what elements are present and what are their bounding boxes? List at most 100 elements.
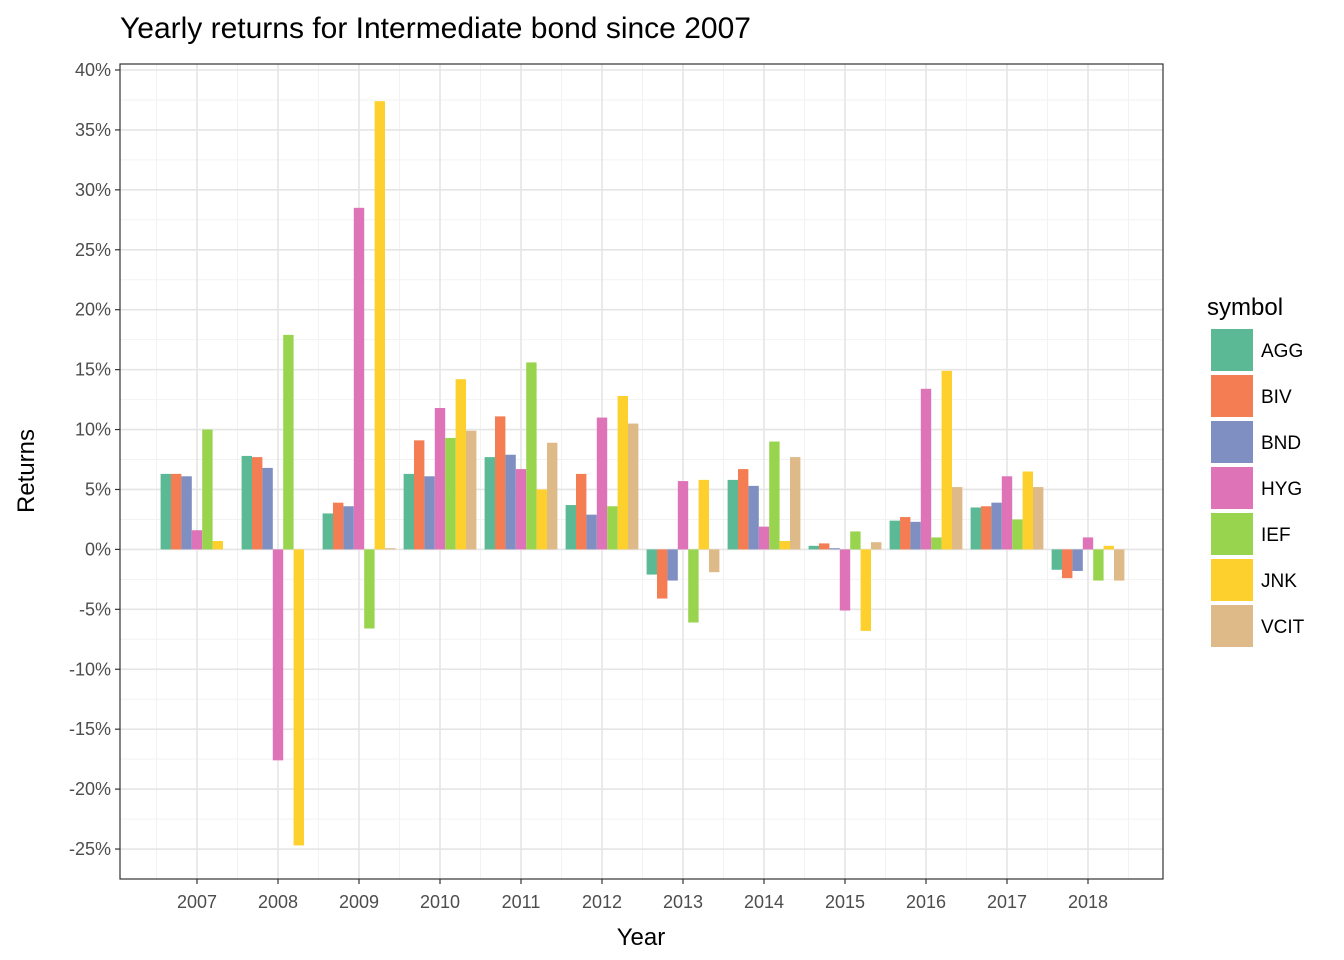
bar-bnd-2018 <box>1072 549 1083 571</box>
bar-agg-2015 <box>808 545 819 550</box>
legend-label-biv: BIV <box>1261 387 1292 408</box>
legend-swatch-vcit <box>1211 605 1253 647</box>
bars <box>160 101 1125 846</box>
legend-swatch-jnk <box>1211 559 1253 601</box>
bar-agg-2007 <box>160 473 171 550</box>
x-tick-label: 2009 <box>339 892 379 912</box>
bar-vcit-2015 <box>871 542 882 550</box>
bar-vcit-2013 <box>709 549 720 573</box>
bar-jnk-2010 <box>455 379 466 550</box>
bar-ief-2014 <box>769 441 780 550</box>
y-tick-label: -10% <box>69 659 111 679</box>
bar-biv-2015 <box>819 543 830 550</box>
x-tick-label: 2015 <box>825 892 865 912</box>
bar-hyg-2010 <box>434 407 446 550</box>
bar-biv-2007 <box>171 473 182 550</box>
legend-swatch-agg <box>1211 329 1253 371</box>
bar-ief-2017 <box>1012 519 1023 550</box>
bar-bnd-2016 <box>910 521 921 550</box>
bar-hyg-2013 <box>677 481 689 550</box>
y-tick-label: -25% <box>69 839 111 859</box>
bar-agg-2011 <box>484 457 495 550</box>
bar-jnk-2012 <box>617 395 628 550</box>
x-tick-label: 2013 <box>663 892 703 912</box>
x-axis: 2007 2008 2009 2010 2011 2012 2013 2014 2015 2016… <box>177 879 1108 912</box>
bar-jnk-2015 <box>860 549 871 631</box>
legend-swatch-ief <box>1211 513 1253 555</box>
y-axis: -25% -20% -15% -10% -5% 0% 5% 10% 15% 20% 25% 30% 35… <box>69 60 120 859</box>
bar-biv-2016 <box>900 517 911 550</box>
bar-vcit-2009 <box>385 548 396 550</box>
bar-biv-2012 <box>576 473 587 550</box>
bar-bnd-2012 <box>586 514 597 550</box>
legend-swatch-bnd <box>1211 421 1253 463</box>
bar-agg-2014 <box>727 479 738 550</box>
bar-ief-2015 <box>850 531 861 550</box>
y-axis-title: Returns <box>13 429 40 513</box>
x-axis-title: Year <box>617 924 666 951</box>
bar-hyg-2008 <box>272 549 284 761</box>
bar-bnd-2015 <box>829 548 840 550</box>
bar-bnd-2010 <box>424 476 435 550</box>
bar-hyg-2018 <box>1082 537 1094 550</box>
bar-biv-2009 <box>333 502 344 550</box>
x-tick-label: 2018 <box>1068 892 1108 912</box>
y-tick-label: 35% <box>75 120 111 140</box>
x-tick-label: 2007 <box>177 892 217 912</box>
legend: symbol AGG BIV BND HYG IEF JNK VCIT <box>1207 294 1305 647</box>
bar-bnd-2013 <box>667 549 678 581</box>
y-tick-label: 30% <box>75 180 111 200</box>
x-tick-label: 2014 <box>744 892 784 912</box>
bar-ief-2010 <box>445 437 456 550</box>
bar-jnk-2007 <box>212 541 223 550</box>
x-tick-label: 2016 <box>906 892 946 912</box>
y-tick-label: 5% <box>85 479 111 499</box>
y-tick-label: -15% <box>69 719 111 739</box>
bar-vcit-2010 <box>466 430 477 550</box>
bar-agg-2009 <box>322 513 333 550</box>
bar-bnd-2011 <box>505 454 516 550</box>
bar-hyg-2007 <box>191 530 203 550</box>
bar-biv-2017 <box>981 506 992 550</box>
bar-jnk-2014 <box>779 541 790 550</box>
bar-vcit-2011 <box>547 442 558 550</box>
x-tick-label: 2012 <box>582 892 622 912</box>
bar-biv-2011 <box>495 416 506 550</box>
bar-ief-2018 <box>1093 549 1104 581</box>
y-tick-label: 0% <box>85 539 111 559</box>
bar-vcit-2017 <box>1033 487 1044 550</box>
y-tick-label: 40% <box>75 60 111 80</box>
legend-label-vcit: VCIT <box>1261 617 1305 638</box>
bar-ief-2013 <box>688 549 699 623</box>
bar-agg-2013 <box>646 549 657 575</box>
bar-hyg-2012 <box>596 417 608 550</box>
legend-label-hyg: HYG <box>1261 479 1302 500</box>
bar-agg-2016 <box>889 520 900 550</box>
bar-ief-2007 <box>202 429 213 550</box>
bar-jnk-2008 <box>293 549 304 846</box>
bar-biv-2018 <box>1062 549 1073 579</box>
bar-hyg-2014 <box>758 526 770 550</box>
bar-vcit-2018 <box>1114 549 1125 581</box>
bar-agg-2012 <box>565 505 576 550</box>
y-tick-label: 25% <box>75 240 111 260</box>
bar-bnd-2008 <box>262 467 273 550</box>
bar-vcit-2012 <box>628 423 639 550</box>
legend-swatch-hyg <box>1211 467 1253 509</box>
bar-hyg-2009 <box>353 207 365 550</box>
x-tick-label: 2011 <box>502 892 541 912</box>
bar-agg-2008 <box>241 455 252 550</box>
bar-biv-2013 <box>657 549 668 599</box>
bar-agg-2017 <box>970 507 981 550</box>
bar-ief-2011 <box>526 362 537 550</box>
y-tick-label: 15% <box>75 360 111 380</box>
legend-label-bnd: BND <box>1261 433 1301 454</box>
bar-hyg-2017 <box>1001 476 1013 550</box>
bar-bnd-2007 <box>181 476 192 550</box>
bar-bnd-2009 <box>343 506 354 550</box>
y-tick-label: 20% <box>75 300 111 320</box>
bar-jnk-2016 <box>941 370 952 550</box>
bar-jnk-2009 <box>374 101 385 550</box>
bar-biv-2008 <box>252 457 263 550</box>
